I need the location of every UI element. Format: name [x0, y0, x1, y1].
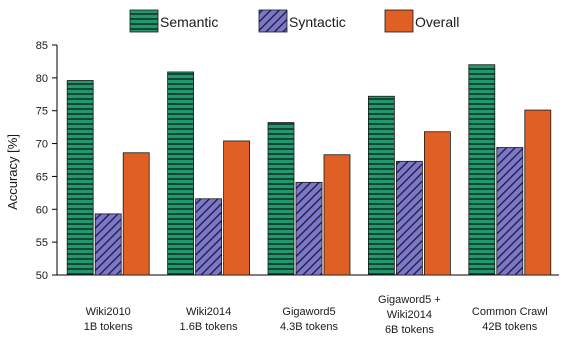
bar-semantic-2 — [267, 122, 295, 276]
x-tick-label: 6B tokens — [385, 324, 434, 336]
bar-overall-3 — [423, 131, 451, 276]
chart-legend: Semantic Syntactic Overall — [129, 9, 459, 33]
y-tick-label: 75 — [36, 106, 48, 118]
bar-semantic-4 — [468, 64, 496, 276]
legend-label-syntactic: Syntactic — [289, 14, 346, 30]
bar-overall-4 — [524, 109, 552, 276]
y-tick-label: 70 — [36, 139, 48, 151]
bar-semantic-1 — [167, 71, 195, 276]
x-tick-label: Wiki2014 — [387, 309, 432, 321]
bar-syntactic-2 — [295, 181, 323, 276]
y-tick-label: 55 — [36, 237, 48, 249]
bar-overall-0 — [122, 152, 150, 276]
y-axis-label: Accuracy [%] — [5, 134, 20, 210]
legend-label-semantic: Semantic — [160, 14, 218, 30]
x-tick-label: Common Crawl — [472, 306, 548, 318]
bar-syntactic-3 — [395, 160, 423, 276]
x-tick-label: Wiki2014 — [186, 306, 231, 318]
bar-syntactic-0 — [94, 213, 122, 276]
x-tick-label: 1B tokens — [84, 321, 133, 333]
legend-swatch-syntactic — [258, 9, 288, 33]
bar-semantic-3 — [367, 95, 395, 276]
y-tick-label: 60 — [36, 204, 48, 216]
x-tick-label: 4.3B tokens — [280, 321, 339, 333]
bar-syntactic-1 — [195, 198, 223, 276]
x-tick-label: Gigaword5 — [282, 306, 335, 318]
bar-syntactic-4 — [496, 147, 524, 276]
bar-overall-1 — [223, 140, 251, 276]
y-tick-label: 80 — [36, 73, 48, 85]
x-tick-label: 42B tokens — [482, 321, 538, 333]
y-tick-label: 50 — [36, 270, 48, 282]
x-axis-labels: Wiki2010 1B tokens Wiki2014 1.6B tokens Giga… — [84, 294, 548, 336]
x-tick-label: Wiki2010 — [86, 306, 131, 318]
legend-label-overall: Overall — [415, 14, 459, 30]
x-tick-label: 1.6B tokens — [180, 321, 239, 333]
legend-swatch-overall — [384, 9, 414, 33]
y-tick-label: 85 — [36, 40, 48, 52]
x-tick-label: Gigaword5 + — [378, 294, 441, 306]
bar-overall-2 — [323, 154, 351, 276]
y-tick-label: 65 — [36, 171, 48, 183]
bar-semantic-0 — [66, 80, 94, 276]
legend-swatch-semantic — [129, 9, 159, 33]
bars — [66, 64, 552, 276]
